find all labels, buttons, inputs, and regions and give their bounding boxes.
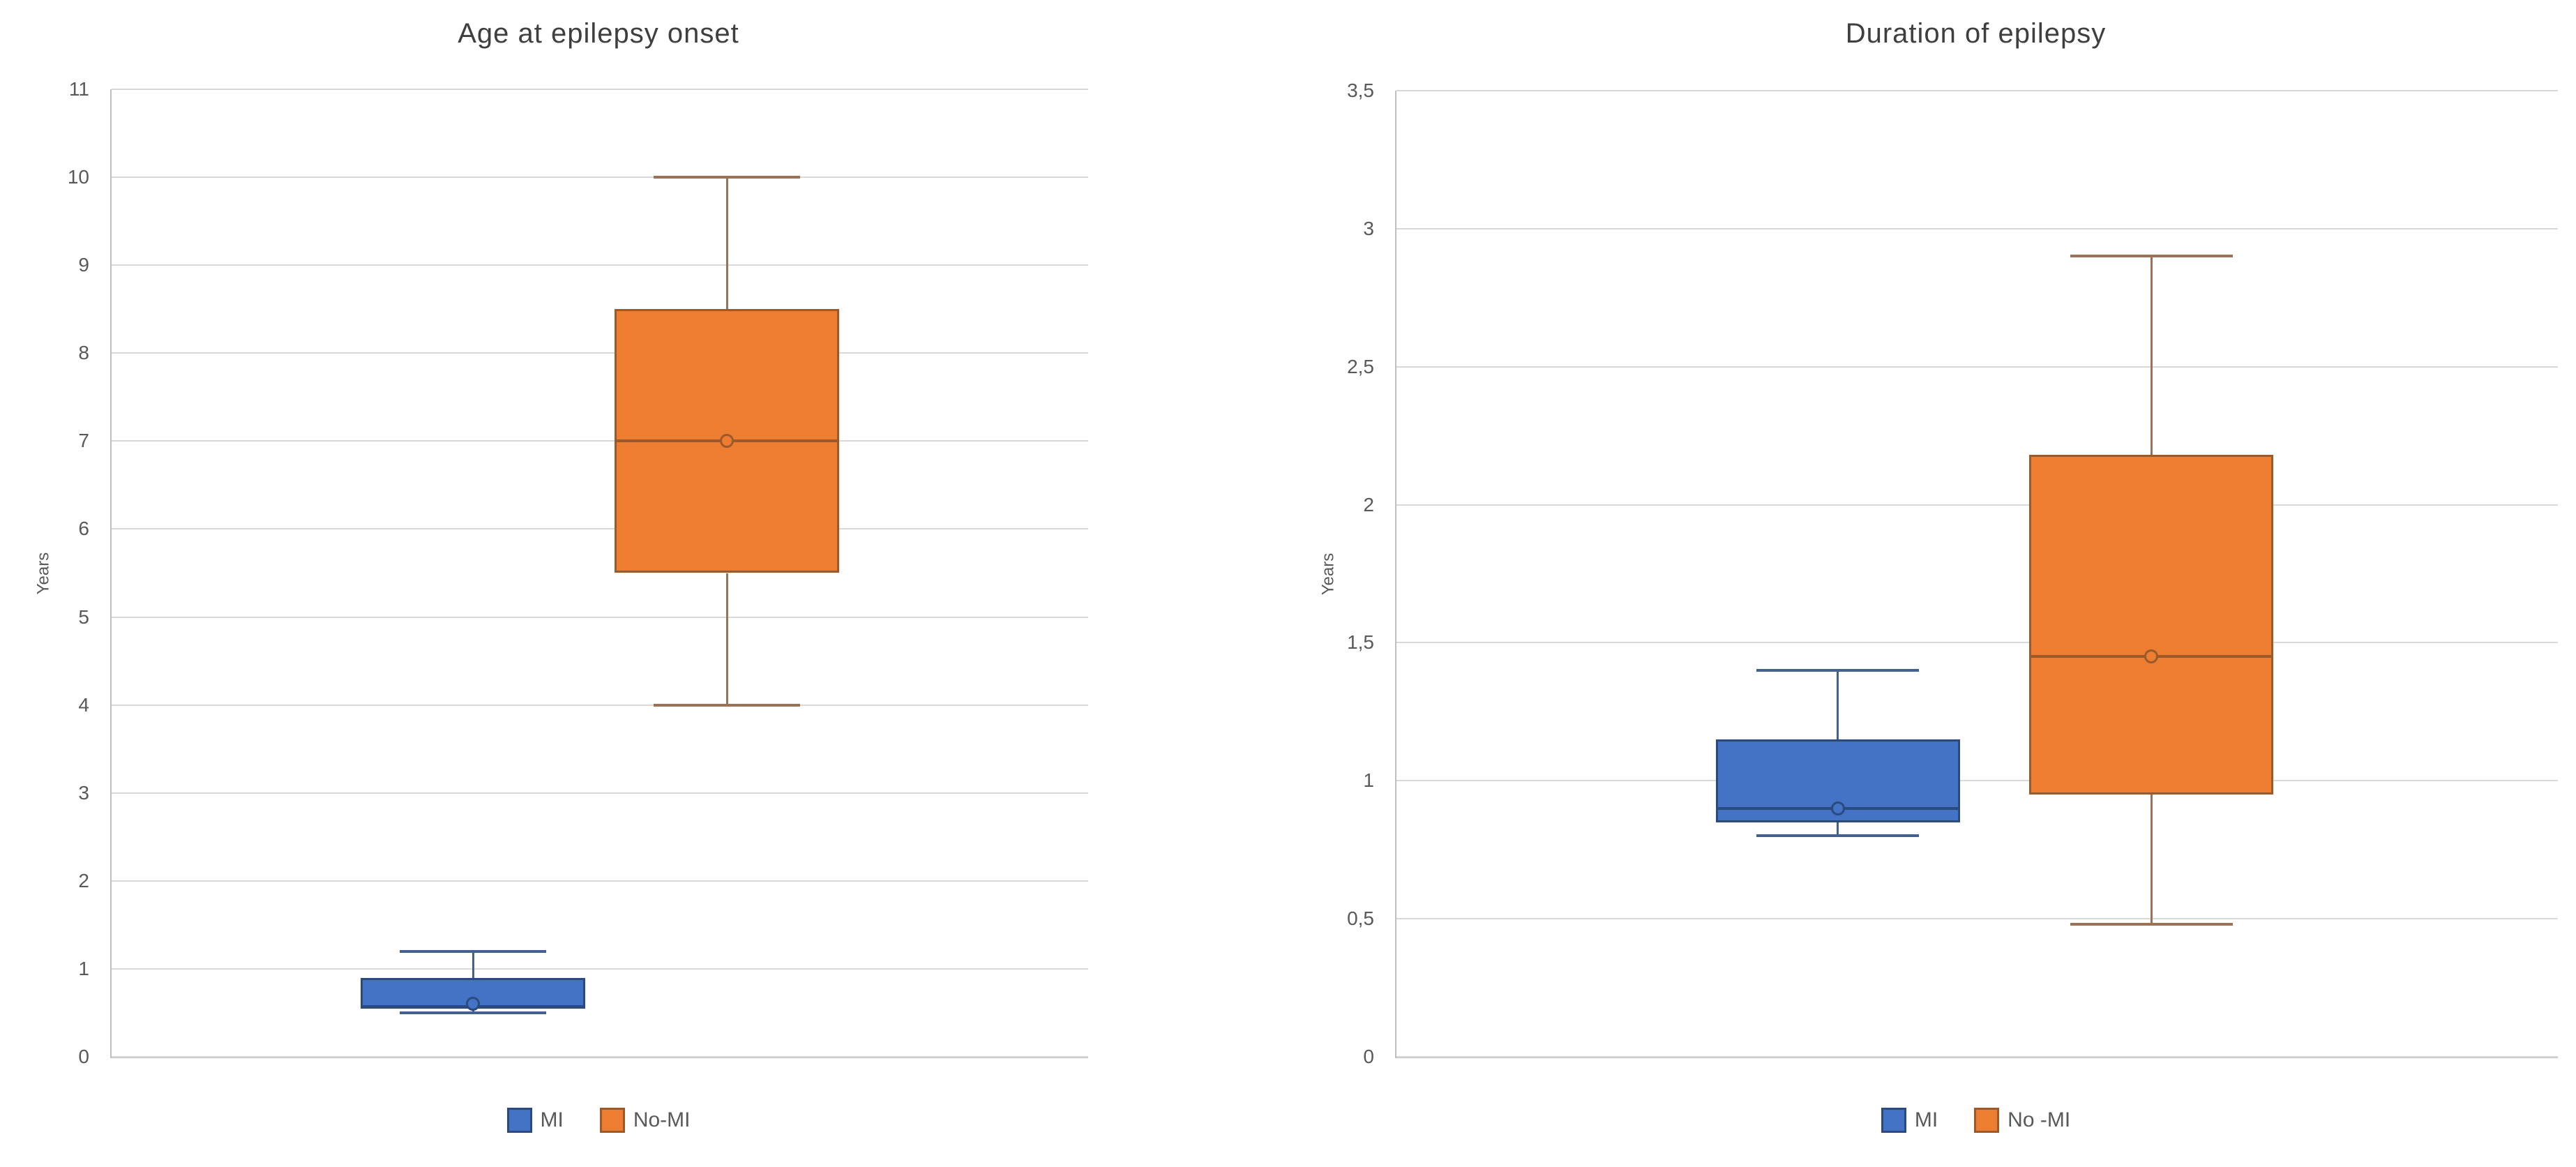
y-tick-label: 2,5 [1347,355,1374,377]
y-tick-label: 8 [78,342,89,364]
legend-swatch [1974,1108,2000,1133]
y-tick-label: 2 [1363,493,1374,515]
legend-item: No -MI [1974,1108,2070,1133]
chart-panel-age-at-onset: Age at epilepsy onset Years 0 1 2 3 4 5 6 7 8 9 10… [33,18,1088,1133]
legend-label: No-MI [633,1108,691,1131]
chart-panel-duration: Duration of epilepsy Years 0 0,5 1 1,5 2 2,5 3… [1288,0,2576,1167]
y-tick-label: 0 [1363,1046,1374,1067]
lower-whisker-cap [2070,923,2233,926]
legend-0: MI No-MI [110,1108,1087,1133]
gridline [1396,642,2558,644]
mean-marker [466,997,480,1011]
y-tick-label: 5 [78,605,89,628]
gridline [112,440,1088,442]
gridline [112,352,1088,354]
upper-whisker-line [1837,670,1839,739]
legend-label: No -MI [2008,1108,2071,1131]
gridline [112,880,1088,882]
upper-whisker-cap [400,949,546,953]
gridline [112,968,1088,970]
y-axis-title: Years [33,552,53,594]
lower-whisker-cap [400,1011,546,1014]
y-tick-label: 4 [78,693,89,716]
upper-whisker-cap [654,176,800,179]
upper-whisker-cap [2070,255,2233,258]
chart-title: Duration of epilepsy [1845,18,2107,49]
y-tick-label: 3,5 [1347,80,1374,101]
y-tick-label: 7 [78,430,89,452]
y-tick-label: 3 [78,781,89,804]
y-tick-label: 11 [68,78,89,100]
legend-1: MI No -MI [1395,1108,2556,1133]
gridline [112,264,1088,266]
lower-whisker-cap [1756,834,1920,838]
gridline [112,89,1088,90]
lower-whisker-line [2150,795,2153,925]
gridline [112,528,1088,530]
chart-title: Age at epilepsy onset [458,18,739,49]
y-tick-label: 9 [78,254,89,276]
upper-whisker-line [725,177,728,310]
gridline [1396,504,2558,506]
y-tick-label: 1 [1363,769,1374,792]
y-tick-label: 2 [78,869,89,891]
gridline [1396,1056,2558,1057]
gridline [112,616,1088,618]
lower-whisker-line [1837,822,1839,836]
gridline [1396,366,2558,368]
legend-swatch [506,1108,532,1133]
y-axis-title: Years [1318,552,1338,595]
upper-whisker-line [472,951,474,978]
y-tick-label: 1,5 [1347,631,1374,654]
gridline [1396,780,2558,782]
gridline [112,792,1088,794]
y-tick-label: 0,5 [1347,908,1374,930]
gridline [1396,90,2558,91]
upper-whisker-cap [1756,669,1920,672]
gridline [112,704,1088,706]
gridline [112,1056,1088,1057]
mean-marker [2144,649,2159,664]
iqr-box [2029,455,2274,795]
mean-marker [720,434,734,449]
y-tick-label: 6 [78,518,89,540]
legend-swatch [599,1108,625,1133]
gridline [112,176,1088,179]
legend-swatch [1881,1108,1906,1133]
gridline [1396,918,2558,920]
upper-whisker-line [2150,256,2153,455]
plot-area-0: Years 0 1 2 3 4 5 6 7 8 9 10 11 [33,79,1088,1067]
legend-item: No-MI [599,1108,691,1133]
y-tick-label: 1 [78,957,89,979]
legend-label: MI [540,1108,564,1131]
mean-marker [1830,801,1845,815]
y-tick-label: 3 [1363,217,1374,239]
lower-whisker-line [725,573,728,705]
lower-whisker-cap [654,703,800,707]
legend-item: MI [1881,1108,1938,1133]
plot-area-1: Years 0 0,5 1 1,5 2 2,5 3 3,5 [1318,80,2558,1067]
gridline [1396,227,2558,229]
legend-label: MI [1914,1108,1938,1131]
legend-item: MI [506,1108,564,1133]
y-tick-label: 0 [78,1046,89,1067]
y-tick-label: 10 [67,166,89,188]
